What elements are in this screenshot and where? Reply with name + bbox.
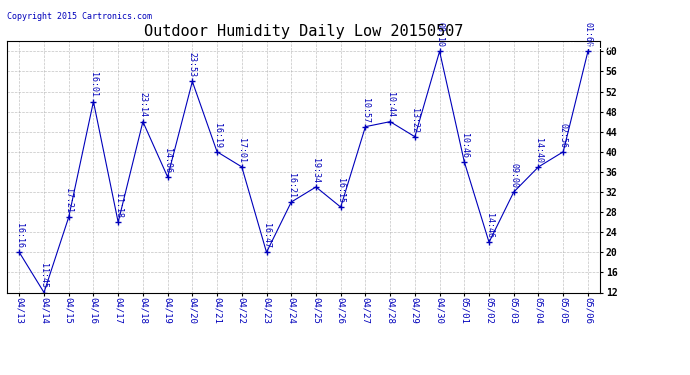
Text: 10:57: 10:57 (361, 98, 370, 123)
Text: 16:15: 16:15 (336, 178, 345, 203)
Text: 13:22: 13:22 (411, 108, 420, 132)
Text: 16:01: 16:01 (89, 72, 98, 98)
Text: 14:46: 14:46 (484, 213, 493, 238)
Text: 10:44: 10:44 (386, 93, 395, 117)
Text: 23:53: 23:53 (188, 52, 197, 77)
Text: 14:40: 14:40 (534, 138, 543, 163)
Text: 16:16: 16:16 (14, 223, 23, 248)
Text: 17:21: 17:21 (64, 188, 73, 213)
Text: 02:56: 02:56 (559, 123, 568, 148)
Text: 16:21: 16:21 (287, 173, 296, 198)
Text: 16:47: 16:47 (262, 223, 271, 248)
Text: 10:46: 10:46 (460, 133, 469, 158)
Text: Humidity  (%): Humidity (%) (569, 42, 639, 51)
Text: 01:60: 01:60 (584, 22, 593, 47)
Text: 16:19: 16:19 (213, 123, 221, 148)
Text: 19:34: 19:34 (311, 158, 320, 183)
Text: 11:18: 11:18 (114, 193, 123, 218)
Text: 09:00: 09:00 (509, 163, 518, 188)
Text: Copyright 2015 Cartronics.com: Copyright 2015 Cartronics.com (7, 12, 152, 21)
Text: 17:01: 17:01 (237, 138, 246, 163)
Text: 11:45: 11:45 (39, 263, 48, 288)
Text: 08:10: 08:10 (435, 22, 444, 47)
Text: 14:06: 14:06 (163, 148, 172, 173)
Text: 23:14: 23:14 (139, 93, 148, 117)
Title: Outdoor Humidity Daily Low 20150507: Outdoor Humidity Daily Low 20150507 (144, 24, 463, 39)
